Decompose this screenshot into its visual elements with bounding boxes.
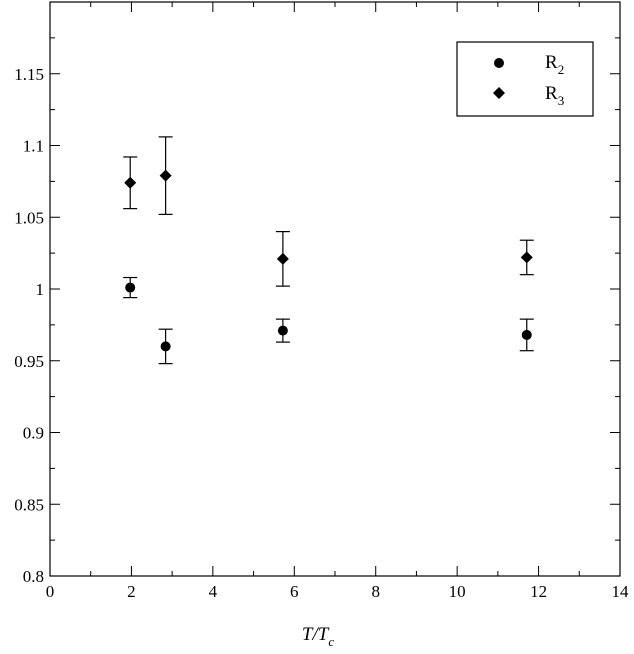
legend-marker-r2 — [494, 58, 504, 68]
y-tick-label: 0.95 — [14, 352, 44, 371]
x-tick-label: 2 — [127, 582, 136, 601]
tick-labels: 0 2 4 6 8 10 12 14 0.8 0.85 0.9 0.95 1 1.05 1.1 1.15 — [14, 65, 629, 601]
axis-ticks — [49, 2, 621, 577]
y-tick-label: 0.9 — [23, 424, 44, 443]
r2-point — [277, 325, 288, 336]
data-marks — [123, 136, 534, 365]
r3-point — [276, 252, 289, 265]
r2-point — [521, 329, 532, 340]
r2-point — [160, 341, 171, 352]
r3-point — [124, 176, 137, 189]
y-tick-label: 1 — [36, 280, 45, 299]
x-tick-label: 10 — [449, 582, 466, 601]
x-tick-label: 14 — [612, 582, 630, 601]
legend-box — [456, 41, 594, 117]
y-tick-label: 1.1 — [23, 137, 44, 156]
x-tick-label: 6 — [290, 582, 299, 601]
y-tick-label: 1.15 — [14, 65, 44, 84]
legend-label-r2: R2 — [545, 52, 564, 77]
r3-point — [520, 251, 533, 264]
legend-label-r3: R3 — [545, 83, 564, 108]
y-tick-label: 0.85 — [14, 495, 44, 514]
legend-marker-r3 — [493, 87, 505, 99]
y-tick-label: 0.8 — [23, 567, 44, 586]
x-tick-label: 8 — [371, 582, 380, 601]
legend: R2 R3 — [456, 41, 594, 117]
x-axis-title: T/Tc — [302, 624, 334, 649]
y-tick-label: 1.05 — [14, 208, 44, 227]
x-tick-label: 12 — [530, 582, 547, 601]
x-tick-label: 0 — [46, 582, 55, 601]
x-tick-label: 4 — [209, 582, 218, 601]
r2-point — [125, 282, 136, 293]
r3-point — [159, 169, 172, 182]
